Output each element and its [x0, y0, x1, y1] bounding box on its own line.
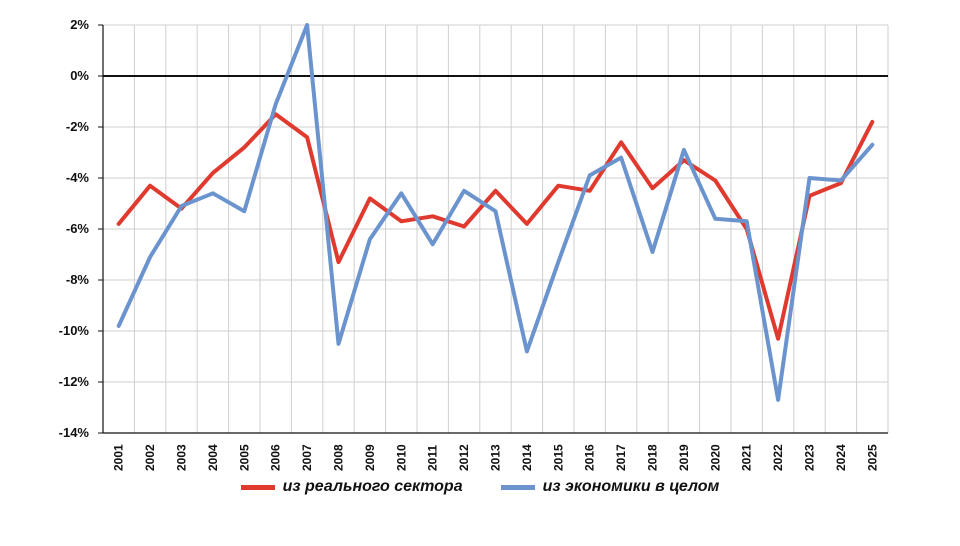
x-tick-label: 2018: [646, 444, 660, 471]
y-tick-label: -8%: [66, 272, 90, 287]
x-tick-label: 2025: [865, 444, 879, 471]
grid: [102, 24, 889, 434]
y-axis: 2% 0% -2% -4% -6% -8% -10% -12% -14%: [59, 17, 888, 440]
x-tick-label: 2023: [803, 444, 817, 471]
legend-item-economy: из экономики в целом: [500, 478, 720, 496]
legend: из реального сектора из экономики в цело…: [0, 478, 960, 496]
x-tick-label: 2006: [269, 444, 283, 471]
x-tick-label: 2011: [426, 445, 440, 471]
legend-swatch-real-sector: [240, 484, 275, 490]
x-tick-label: 2021: [740, 444, 754, 471]
x-tick-label: 2001: [112, 444, 126, 471]
x-tick-label: 2004: [206, 444, 220, 471]
x-tick-label: 2003: [175, 444, 189, 471]
x-tick-label: 2015: [551, 444, 565, 471]
y-tick-label: -10%: [59, 323, 90, 338]
x-tick-label: 2019: [677, 444, 691, 471]
y-tick-label: -12%: [59, 374, 90, 389]
legend-label-economy: из экономики в целом: [542, 478, 720, 495]
x-tick-label: 2012: [457, 444, 471, 471]
x-tick-label: 2005: [237, 444, 251, 471]
legend-swatch-economy: [500, 484, 535, 490]
y-tick-label: -6%: [66, 221, 90, 236]
x-tick-label: 2022: [771, 444, 785, 471]
y-tick-label: 0%: [70, 68, 89, 83]
x-axis: 2001 2002 2003 2004 2005 2006 2007 2008 2009 2010…: [103, 432, 888, 471]
x-tick-label: 2024: [834, 444, 848, 471]
series-lines: [116, 23, 875, 402]
x-tick-label: 2014: [520, 444, 534, 471]
x-tick-label: 2008: [332, 444, 346, 471]
x-tick-label: 2017: [614, 444, 628, 471]
series-line-0: [116, 112, 875, 341]
legend-label-real-sector: из реального сектора: [282, 478, 463, 495]
x-tick-label: 2007: [300, 444, 314, 471]
y-tick-label: -14%: [59, 425, 90, 440]
x-tick-label: 2020: [708, 444, 722, 471]
x-tick-label: 2009: [363, 444, 377, 471]
x-tick-label: 2016: [583, 444, 597, 471]
x-tick-label: 2002: [143, 444, 157, 471]
y-tick-label: -2%: [66, 119, 90, 134]
x-tick-label: 2013: [489, 444, 503, 471]
x-tick-label: 2010: [394, 444, 408, 471]
series-line-1: [116, 23, 875, 402]
legend-item-real-sector: из реального сектора: [240, 478, 463, 496]
y-tick-label: -4%: [66, 170, 90, 185]
y-tick-label: 2%: [70, 17, 89, 32]
